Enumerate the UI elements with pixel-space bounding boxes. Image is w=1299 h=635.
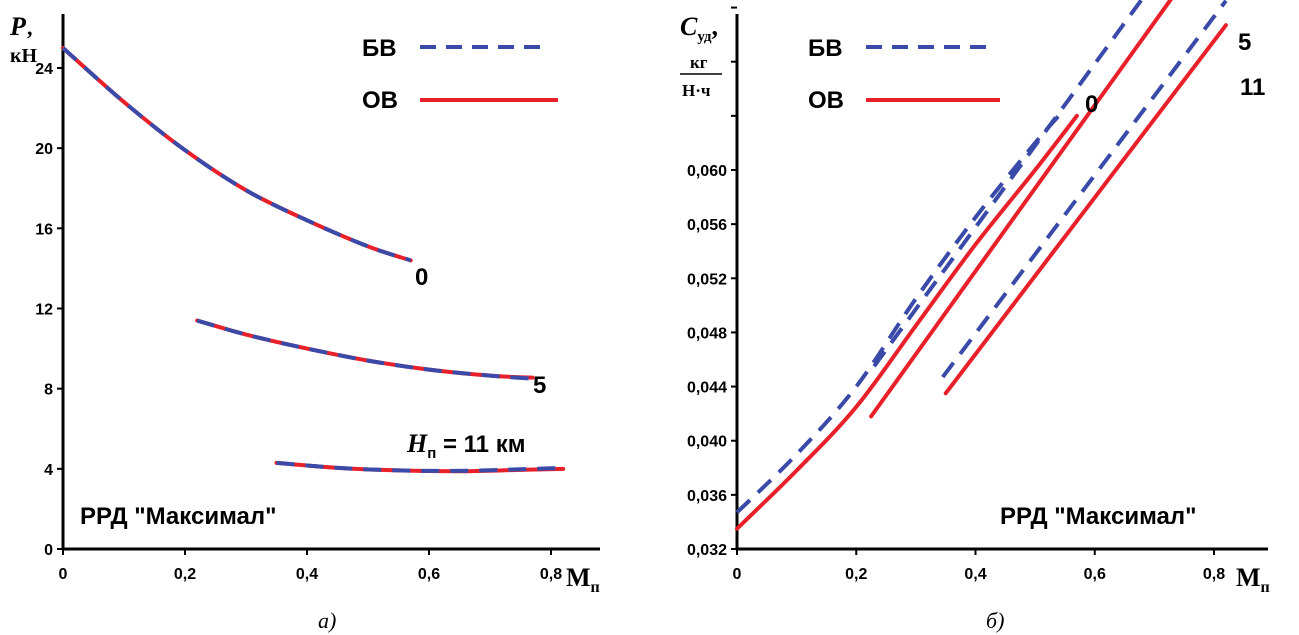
chart-b-series-ov-11 <box>943 23 1228 396</box>
chart-a-ytick-label: 20 <box>35 141 53 158</box>
chart-b-ytick-label: 0,044 <box>687 380 727 397</box>
chart-b-curve-label-5: 5 <box>1238 29 1251 56</box>
chart-b-xtick-label: 0,8 <box>1203 566 1225 583</box>
chart-a-annotation: РРД "Максимал" <box>80 503 277 530</box>
chart-b-ytick-label: 0,052 <box>687 271 727 288</box>
chart-a-ytick-label: 12 <box>35 302 53 319</box>
chart-a-xtick-label: 0,8 <box>540 566 562 583</box>
chart-a-xtick-label: 0 <box>59 566 68 583</box>
chart-b-legend-bv-label: БВ <box>808 35 843 62</box>
chart-a-legend-bv-label: БВ <box>362 35 397 62</box>
chart-a-xlabel: Мп <box>566 563 600 596</box>
chart-a-series-bv-5 <box>196 318 533 381</box>
chart-b-ytick-label: 0,048 <box>687 325 727 342</box>
chart-b-xlabel: Мп <box>1236 563 1270 596</box>
chart-a-series-ov-0 <box>61 45 413 263</box>
chart-a-ytick-label: 16 <box>35 221 53 238</box>
chart-b-legend-ov-label: ОВ <box>808 87 844 114</box>
chart-a-curve-label-11: Hп = 11 км <box>406 429 525 462</box>
chart-b-caption: б) <box>986 608 1004 633</box>
chart-a-ytick-label: 24 <box>35 61 53 78</box>
chart-b-xtick-label: 0,2 <box>845 566 867 583</box>
chart-b-series-ov-0 <box>735 113 1079 531</box>
chart-b-ytick-label: 0,040 <box>687 434 727 451</box>
chart-b-series-ov-5 <box>869 0 1173 419</box>
chart-a-curve-label-5: 5 <box>533 372 546 399</box>
chart-a-legend-ov-label: ОВ <box>362 87 398 114</box>
chart-a-series-ov-5 <box>195 318 535 380</box>
chart-b-series-bv-11 <box>941 0 1228 379</box>
chart-a-curve-label-0: 0 <box>415 264 428 291</box>
chart-b-series-bv-5 <box>872 0 1144 368</box>
chart-b-series-bv-0 <box>735 107 1067 514</box>
chart-b-ylabel: Cуд, <box>680 12 718 45</box>
chart-b-xtick-label: 0 <box>733 566 742 583</box>
chart-b-ytick-label: 0,036 <box>687 488 727 505</box>
chart-a-series-bv-11 <box>276 460 564 473</box>
chart-b: 0,032 0,036 0,040 0,044 0,048 0,052 0,056 0,060… <box>680 0 1270 633</box>
chart-b-annotation: РРД "Максимал" <box>1000 503 1197 530</box>
chart-a-ylabel-comma: , <box>27 15 33 40</box>
chart-a-ylabel-unit: кН <box>10 45 38 67</box>
chart-a-caption: а) <box>318 608 336 633</box>
chart-a-ytick-label: 0 <box>44 542 53 559</box>
chart-b-curve-label-11: 11 <box>1240 74 1265 101</box>
chart-a-xtick-label: 0,4 <box>296 566 318 583</box>
chart-a-ylabel-symbol: P <box>9 12 27 41</box>
chart-b-curve-label-0: 0 <box>1085 91 1098 118</box>
chart-a-ytick-label: 4 <box>44 462 53 479</box>
chart-b-ytick-label: 0,056 <box>687 217 727 234</box>
chart-b-xtick-label: 0,6 <box>1084 566 1106 583</box>
chart-a-xtick-label: 0,6 <box>418 566 440 583</box>
chart-a: 0 4 8 12 16 20 24 0 0,2 0,4 0,6 0,8 P , кН БВ ОВ 0… <box>9 12 600 633</box>
chart-b-ylabel-unit-den: Н·ч <box>682 81 711 100</box>
chart-b-ylabel-unit-num: кг <box>690 53 708 72</box>
chart-a-series-bv-0 <box>61 46 412 263</box>
chart-b-ytick-label: 0,060 <box>687 163 727 180</box>
chart-a-xtick-label: 0,2 <box>174 566 196 583</box>
chart-a-ytick-label: 8 <box>44 382 53 399</box>
chart-b-ytick-label: 0,032 <box>687 542 727 559</box>
chart-b-xtick-label: 0,4 <box>964 566 986 583</box>
